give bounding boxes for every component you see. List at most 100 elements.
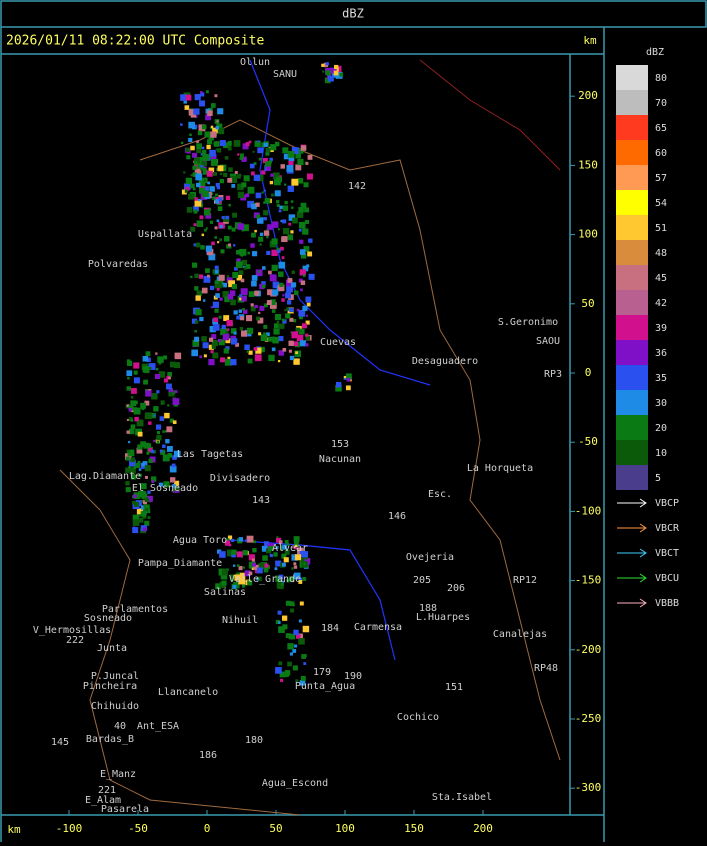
radar-echo [208,253,216,261]
radar-echo [298,315,303,320]
radar-echo [133,377,140,384]
radar-echo [247,580,253,586]
colorbar-swatch [616,415,648,440]
radar-echo [140,441,147,448]
radar-echo [300,202,307,209]
radar-echo [329,67,337,75]
radar-echo [226,328,230,331]
radar-echo [239,157,242,160]
radar-echo [125,456,130,461]
radar-echo [216,287,220,291]
radar-echo [279,540,283,544]
radar-echo [291,206,294,209]
radar-echo [210,306,213,309]
radar-echo [306,302,311,307]
radar-echo [185,177,193,185]
radar-echo [132,519,140,526]
radar-echo [282,319,287,324]
radar-echo [194,199,202,207]
radar-echo [278,350,285,356]
radar-echo [159,416,165,421]
place-name: Esc. [428,489,452,500]
radar-echo [253,540,257,544]
radar-echo [281,553,287,559]
radar-echo [248,554,255,561]
radar-echo [188,137,193,143]
radar-echo [137,431,143,437]
colorbar-label: 10 [655,448,667,459]
place-name: El Sosneado [132,483,198,494]
radar-echo [246,315,253,322]
radar-echo [196,156,204,164]
radar-echo [248,571,253,576]
radar-echo [189,133,192,137]
radar-echo [155,367,159,371]
radar-echo [288,160,294,167]
radar-echo [305,162,309,165]
radar-echo [236,315,241,320]
radar-echo [145,351,151,357]
radar-echo [236,258,241,263]
radar-echo [298,328,305,335]
radar-echo [299,239,304,244]
radar-echo [241,156,247,162]
radar-echo [219,140,226,147]
radar-echo [246,350,249,353]
radar-echo [180,94,187,101]
radar-echo [148,447,153,452]
colorbar-swatch [616,265,648,290]
radar-echo [292,318,297,323]
colorbar-title: dBZ [646,47,664,58]
colorbar-swatch [616,440,648,465]
radar-echo [215,583,222,590]
radar-echo [209,220,214,224]
x-tick-label: -100 [56,822,83,835]
radar-echo [194,125,198,128]
radar-echo [300,253,307,259]
radar-echo [295,152,301,159]
colorbar-label: 65 [655,123,667,134]
radar-echo [273,323,279,329]
radar-echo [293,629,299,636]
radar-echo [278,271,284,277]
radar-echo [286,285,293,293]
radar-echo [162,444,166,449]
radar-echo [258,562,265,570]
place-name: 206 [447,583,465,594]
radar-echo [289,652,293,656]
radar-echo [299,679,306,686]
radar-echo [142,500,147,505]
radar-echo [215,293,220,298]
colorbar-label: 48 [655,248,667,259]
colorbar-label: 57 [655,173,667,184]
radar-echo [272,221,279,228]
legend-arrowhead [639,573,647,583]
radar-echo [302,625,310,633]
radar-echo [275,575,282,582]
radar-echo [294,544,298,548]
radar-echo [212,301,220,308]
radar-echo [219,225,223,229]
radar-echo [282,347,287,352]
radar-echo [293,545,298,550]
radar-echo [148,366,152,370]
radar-echo [191,262,198,268]
radar-echo [221,580,227,586]
colorbar-label: 42 [655,298,667,309]
radar-echo [287,185,294,192]
radar-echo [263,567,269,573]
radar-echo [133,362,140,369]
radar-echo [200,152,204,156]
colorbar-label: 30 [655,398,667,409]
radar-echo [197,130,203,136]
radar-echo [263,332,266,335]
colorbar-swatch [616,365,648,390]
radar-echo [210,350,214,354]
radar-echo [257,174,264,182]
radar-echo [215,183,220,187]
radar-echo [231,184,236,188]
radar-echo [147,516,151,520]
radar-echo [233,331,237,335]
radar-echo [140,402,147,409]
